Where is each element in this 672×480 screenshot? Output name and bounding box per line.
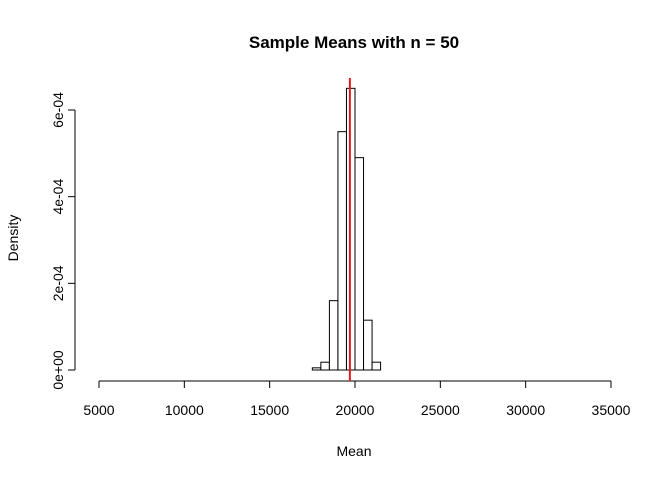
y-axis-label: Density bbox=[5, 215, 21, 262]
histogram-bars bbox=[311, 87, 382, 371]
y-tick-label: 4e-04 bbox=[50, 179, 66, 215]
histogram-bar-0 bbox=[311, 367, 322, 371]
x-tick-label: 5000 bbox=[83, 402, 114, 418]
x-tick-label: 35000 bbox=[592, 402, 631, 418]
histogram-bar-6 bbox=[363, 319, 373, 371]
y-tick-label: 6e-04 bbox=[50, 92, 66, 128]
histogram-bar-3 bbox=[337, 131, 347, 371]
y-tick-label: 0e+00 bbox=[50, 350, 66, 390]
histogram-bar-7 bbox=[371, 361, 382, 371]
y-tick-label: 2e-04 bbox=[50, 265, 66, 301]
x-axis-label: Mean bbox=[336, 443, 371, 459]
histogram-bar-1 bbox=[320, 361, 330, 371]
x-tick-label: 15000 bbox=[250, 402, 289, 418]
x-axis: 5000 10000 15000 20000 25000 30000 35000 bbox=[83, 380, 631, 418]
x-tick-label: 30000 bbox=[506, 402, 545, 418]
x-tick-label: 10000 bbox=[165, 402, 204, 418]
chart-title: Sample Means with n = 50 bbox=[249, 33, 459, 52]
x-tick-label: 20000 bbox=[336, 402, 375, 418]
x-tick-label: 25000 bbox=[421, 402, 460, 418]
y-axis: 0e+00 2e-04 4e-04 6e-04 bbox=[50, 92, 76, 390]
histogram-bar-5 bbox=[354, 157, 365, 371]
histogram-bar-2 bbox=[328, 300, 339, 371]
